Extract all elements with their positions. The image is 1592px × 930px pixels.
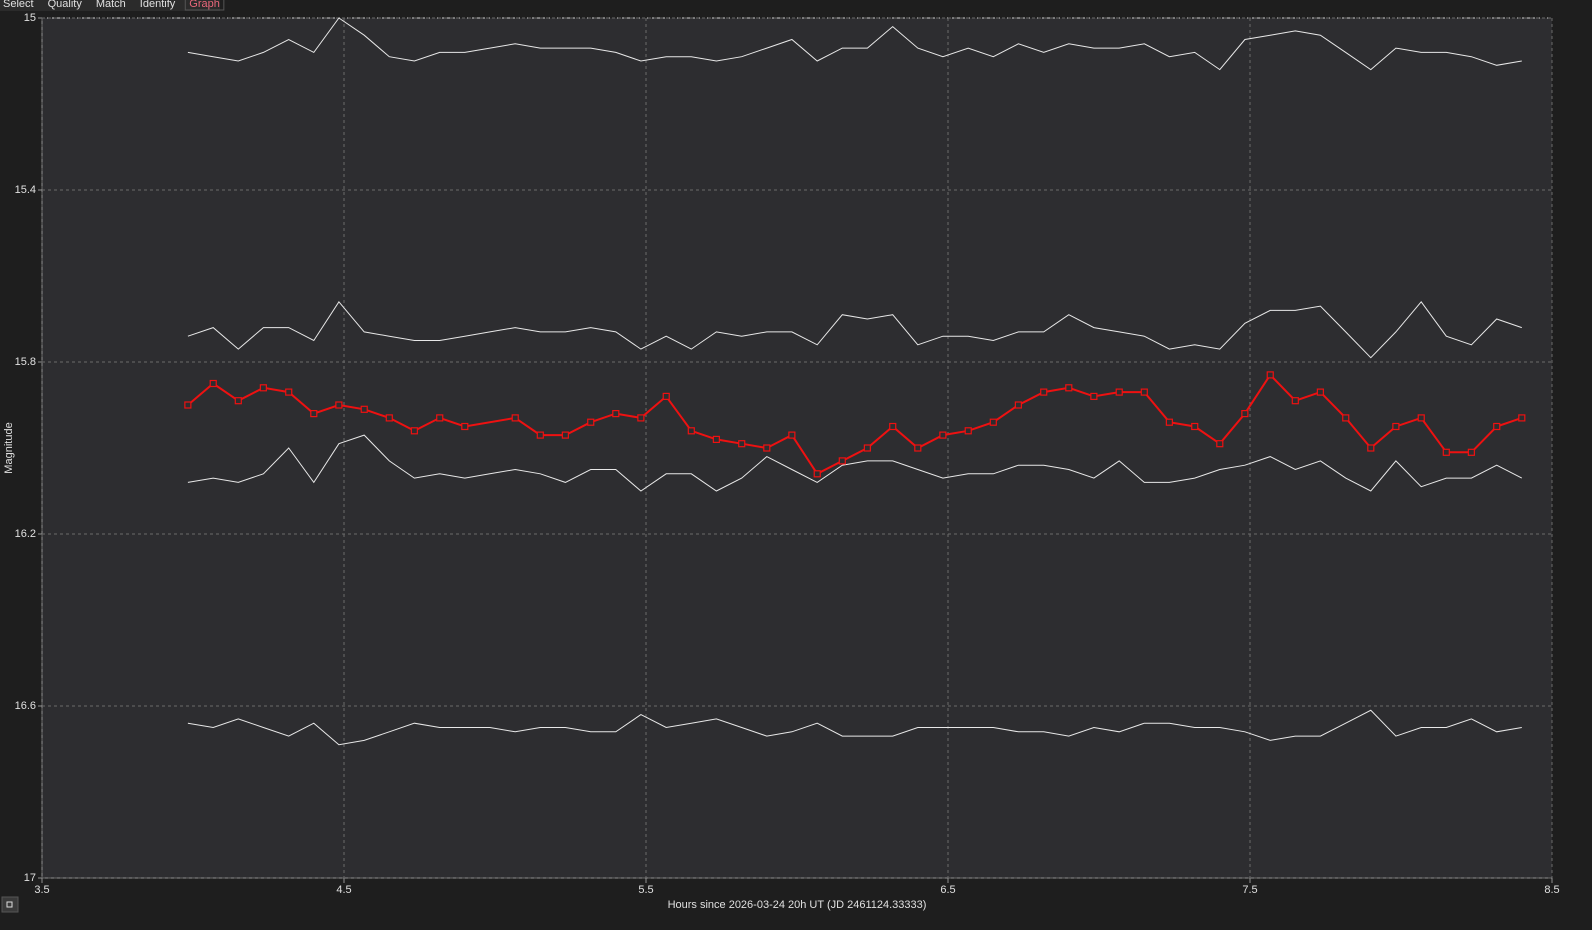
data-point [1191, 422, 1199, 431]
data-point [838, 457, 846, 465]
tab-strip: Select Quality Match Identify Graph [3, 0, 225, 11]
data-point [1065, 384, 1073, 392]
menu-tab[interactable]: Quality [48, 0, 83, 10]
menu-tab[interactable]: Identify [140, 0, 176, 10]
menu-tab[interactable]: Graph [189, 0, 220, 10]
data-point [1165, 418, 1173, 426]
data-point [1241, 410, 1249, 418]
menu-tab[interactable]: Match [96, 0, 126, 10]
y-tick-label: 16.6 [15, 700, 36, 712]
y-axis-label: Magnitude [3, 422, 15, 473]
data-point [511, 414, 519, 422]
data-point [712, 435, 720, 443]
data-point [259, 384, 267, 392]
data-point [209, 379, 217, 388]
data-point [813, 470, 821, 478]
data-point [1467, 448, 1475, 456]
series-line [187, 300, 1522, 359]
data-point [536, 431, 544, 439]
data-point [561, 431, 569, 439]
x-tick-label: 3.5 [34, 884, 49, 896]
data-point [1442, 448, 1450, 456]
data-point [1140, 388, 1148, 396]
menu-bar [0, 0, 220, 11]
data-point [285, 388, 293, 396]
data-point [1367, 444, 1375, 452]
data-point [637, 414, 645, 422]
data-point [1316, 388, 1324, 396]
menu-tab[interactable]: Select [3, 0, 34, 10]
data-point [964, 427, 972, 435]
data-point [939, 431, 947, 439]
plot: 15 15.4 15.8 16.2 16.6 173.5 4.5 5.5 6.5 7.5 8.5 [15, 12, 1560, 896]
data-point [184, 401, 192, 409]
data-point [738, 440, 746, 448]
y-tick-label: 15 [24, 12, 36, 24]
x-tick-label: 4.5 [336, 884, 351, 896]
x-tick-label: 5.5 [638, 884, 653, 896]
data-point [1266, 371, 1274, 379]
series-line [187, 17, 1522, 71]
data-point [385, 414, 393, 422]
data-point [234, 397, 242, 405]
data-point [410, 427, 418, 435]
data-point [1291, 397, 1299, 405]
data-point [1115, 388, 1123, 396]
data-point [436, 414, 444, 422]
data-point [1392, 422, 1400, 431]
y-tick-label: 16.2 [15, 528, 36, 540]
data-point [1090, 392, 1098, 400]
data-point [1342, 414, 1350, 422]
plot-area [42, 18, 1552, 878]
x-tick-label: 6.5 [940, 884, 955, 896]
corner-button-icon [6, 901, 13, 908]
data-point [1014, 401, 1022, 409]
data-point [989, 418, 997, 426]
data-point [914, 444, 922, 452]
corner-button[interactable] [1, 896, 19, 913]
x-axis-label: Hours since 2026-03-24 20h UT (JD 246112… [668, 899, 927, 911]
data-point [687, 427, 695, 435]
data-point [612, 410, 620, 418]
data-point [1417, 414, 1425, 422]
series-line [187, 434, 1523, 492]
data-point [863, 444, 871, 452]
data-point [1040, 388, 1048, 396]
series-line [187, 709, 1522, 746]
data-point [310, 410, 318, 418]
data-point [587, 418, 595, 426]
data-point [360, 405, 368, 413]
data-point [1518, 414, 1526, 422]
y-tick-label: 17 [24, 872, 36, 884]
data-point [662, 392, 670, 400]
data-point [889, 422, 897, 431]
data-point [788, 431, 796, 439]
data-point [1216, 440, 1224, 448]
data-point [1493, 422, 1501, 431]
data-point [335, 401, 343, 409]
active-tab-frame [184, 0, 225, 11]
y-tick-label: 15.4 [15, 184, 36, 196]
data-point [461, 422, 469, 431]
x-tick-label: 8.5 [1544, 884, 1559, 896]
data-point [763, 444, 771, 452]
y-tick-label: 15.8 [15, 356, 36, 368]
x-tick-label: 7.5 [1242, 884, 1257, 896]
